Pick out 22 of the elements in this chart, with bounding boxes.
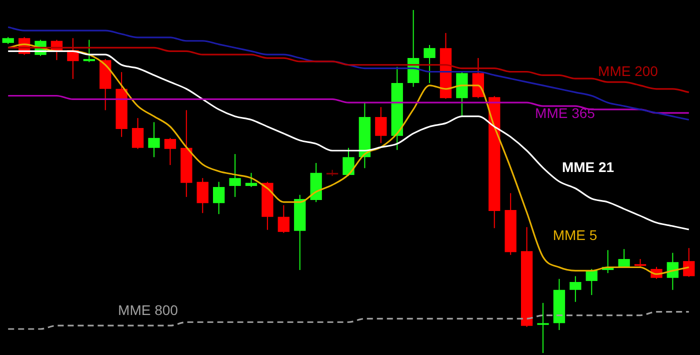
candlestick bbox=[245, 172, 258, 188]
candlestick bbox=[132, 118, 144, 150]
candlestick bbox=[570, 276, 582, 302]
candlestick bbox=[229, 154, 241, 198]
series-label: MME 800 bbox=[118, 302, 178, 318]
candlestick bbox=[278, 204, 290, 234]
candlestick bbox=[666, 252, 679, 290]
candlestick bbox=[375, 106, 387, 144]
candlestick bbox=[164, 137, 176, 166]
candlestick bbox=[196, 178, 208, 214]
candlestick bbox=[618, 248, 630, 268]
candlestick bbox=[83, 39, 95, 63]
candlestick bbox=[342, 147, 354, 177]
series-label: MME 5 bbox=[552, 226, 598, 243]
candlestick bbox=[148, 122, 160, 158]
series-label: MME 365 bbox=[535, 104, 596, 121]
series-label: MME 21 bbox=[562, 158, 614, 175]
candlestick bbox=[683, 248, 695, 278]
series-label: MME 200 bbox=[598, 62, 658, 79]
candlestick bbox=[212, 181, 225, 215]
candlestick bbox=[537, 302, 549, 354]
candlestick bbox=[424, 44, 436, 84]
